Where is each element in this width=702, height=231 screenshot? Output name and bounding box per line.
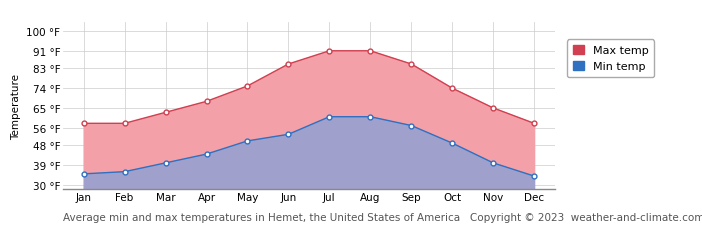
Legend: Max temp, Min temp: Max temp, Min temp [567, 40, 654, 78]
Y-axis label: Temperature: Temperature [11, 73, 21, 139]
Text: Average min and max temperatures in Hemet, the United States of America   Copyri: Average min and max temperatures in Heme… [63, 212, 702, 222]
